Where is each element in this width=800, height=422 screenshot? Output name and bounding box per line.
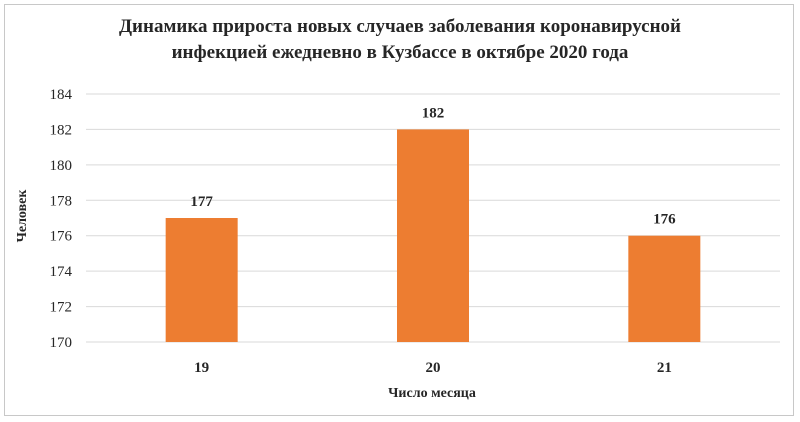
data-label: 177 bbox=[190, 194, 213, 210]
y-tick-label: 170 bbox=[50, 335, 73, 351]
data-labels: 177 182 176 bbox=[190, 105, 676, 227]
bars bbox=[165, 129, 701, 342]
bar bbox=[397, 129, 469, 342]
data-label: 176 bbox=[653, 212, 676, 228]
x-tick-label: 19 bbox=[194, 360, 209, 376]
y-axis-ticks: 170 172 174 176 178 180 182 184 bbox=[50, 87, 73, 351]
y-tick-label: 178 bbox=[50, 193, 73, 209]
x-tick-label: 21 bbox=[657, 360, 672, 376]
bar bbox=[628, 235, 701, 342]
chart-title-line-2: инфекцией ежедневно в Кузбассе в октябре… bbox=[171, 42, 629, 63]
y-tick-label: 174 bbox=[50, 264, 73, 280]
chart-title-line-1: Динамика прироста новых случаев заболева… bbox=[118, 16, 681, 37]
chart-title: Динамика прироста новых случаев заболева… bbox=[0, 14, 800, 66]
y-tick-label: 184 bbox=[50, 87, 73, 103]
y-tick-label: 176 bbox=[50, 229, 73, 245]
x-axis-title: Число месяца bbox=[388, 386, 476, 401]
x-tick-label: 20 bbox=[426, 360, 441, 376]
bar bbox=[165, 218, 238, 342]
y-tick-label: 172 bbox=[50, 300, 73, 316]
y-axis-title: Человек bbox=[15, 189, 30, 243]
y-tick-label: 180 bbox=[50, 158, 73, 174]
x-axis-ticks: 19 20 21 bbox=[194, 360, 672, 376]
y-tick-label: 182 bbox=[50, 122, 73, 138]
data-label: 182 bbox=[422, 105, 445, 121]
